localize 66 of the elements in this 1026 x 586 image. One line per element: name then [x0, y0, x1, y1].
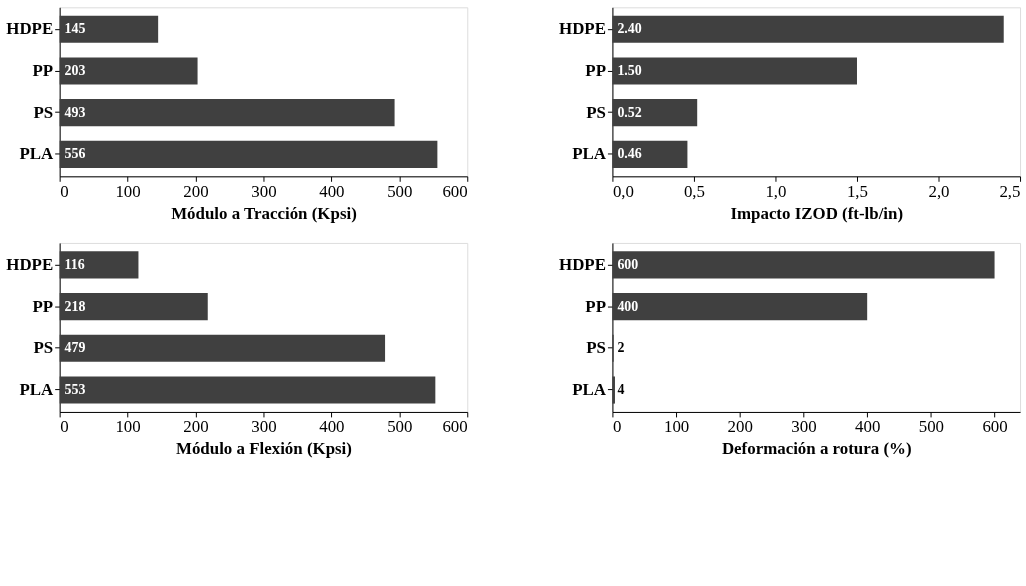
data-label: 2.40: [617, 21, 642, 37]
y-tick-label: HDPE: [559, 19, 606, 39]
data-label: 218: [64, 298, 86, 314]
x-tick-label: 400: [319, 181, 345, 201]
x-tick-label: 0,0: [612, 181, 635, 201]
x-axis-title: Impacto IZOD (ft-lb/in): [730, 203, 904, 223]
x-tick-label: 500: [387, 181, 413, 201]
y-tick-label: PS: [33, 102, 54, 122]
data-label: 145: [64, 21, 86, 37]
x-tick-label: 500: [918, 417, 945, 437]
x-tick-label: 300: [791, 417, 817, 437]
data-label: 479: [64, 340, 86, 356]
y-tick-label: PLA: [19, 144, 54, 164]
data-label: 203: [64, 62, 86, 78]
x-tick-label: 400: [319, 417, 345, 437]
x-tick-label: 2,5: [999, 181, 1021, 201]
x-axis-title: Módulo a Flexión (Kpsi): [175, 439, 352, 459]
data-label: 556: [64, 146, 86, 162]
x-tick-label: 100: [115, 417, 141, 437]
data-label: 400: [617, 298, 639, 314]
x-tick-label: 0: [60, 417, 69, 437]
x-tick-label: 600: [982, 417, 1008, 437]
x-tick-label: 1,5: [846, 181, 869, 201]
x-tick-label: 0,5: [683, 181, 705, 201]
data-label: 600: [617, 256, 639, 272]
x-tick-label: 2,0: [928, 181, 950, 201]
x-tick-label: 400: [855, 417, 881, 437]
data-label: 1.50: [617, 62, 642, 78]
bar: [612, 251, 995, 279]
data-label: 493: [64, 104, 86, 120]
y-tick-label: PLA: [572, 380, 607, 400]
x-tick-label: 0: [612, 417, 622, 437]
y-tick-label: PP: [32, 60, 54, 80]
y-tick-label: PLA: [19, 380, 54, 400]
y-tick-label: HDPE: [6, 19, 54, 39]
data-label: 4: [617, 382, 625, 398]
data-label: 0.52: [617, 104, 642, 120]
x-tick-label: 200: [183, 417, 209, 437]
y-tick-label: PP: [585, 296, 606, 316]
bar: [612, 293, 868, 321]
x-tick-label: 200: [183, 181, 209, 201]
y-tick-label: PP: [585, 60, 606, 80]
y-tick-label: PLA: [572, 144, 607, 164]
x-tick-label: 100: [115, 181, 141, 201]
y-tick-label: PS: [586, 338, 606, 358]
x-axis-title: Deformación a rotura (%): [721, 439, 912, 459]
x-axis-title: Módulo a Tracción (Kpsi): [171, 203, 357, 223]
x-tick-label: 100: [663, 417, 690, 437]
y-tick-label: PP: [32, 296, 54, 316]
x-tick-label: 600: [442, 417, 468, 437]
x-tick-label: 200: [727, 417, 753, 437]
y-tick-label: PS: [586, 102, 606, 122]
x-tick-label: 300: [251, 181, 277, 201]
data-label: 0.46: [617, 146, 642, 162]
x-tick-label: 600: [442, 181, 468, 201]
data-label: 116: [64, 256, 85, 272]
data-label: 2: [617, 340, 625, 356]
x-tick-label: 500: [387, 417, 413, 437]
data-label: 553: [64, 382, 86, 398]
x-tick-label: 300: [251, 417, 277, 437]
y-tick-label: PS: [33, 338, 54, 358]
y-tick-label: HDPE: [6, 254, 54, 274]
x-tick-label: 1,0: [765, 181, 787, 201]
x-tick-label: 0: [60, 181, 69, 201]
bar: [612, 376, 615, 404]
y-tick-label: HDPE: [559, 254, 606, 274]
